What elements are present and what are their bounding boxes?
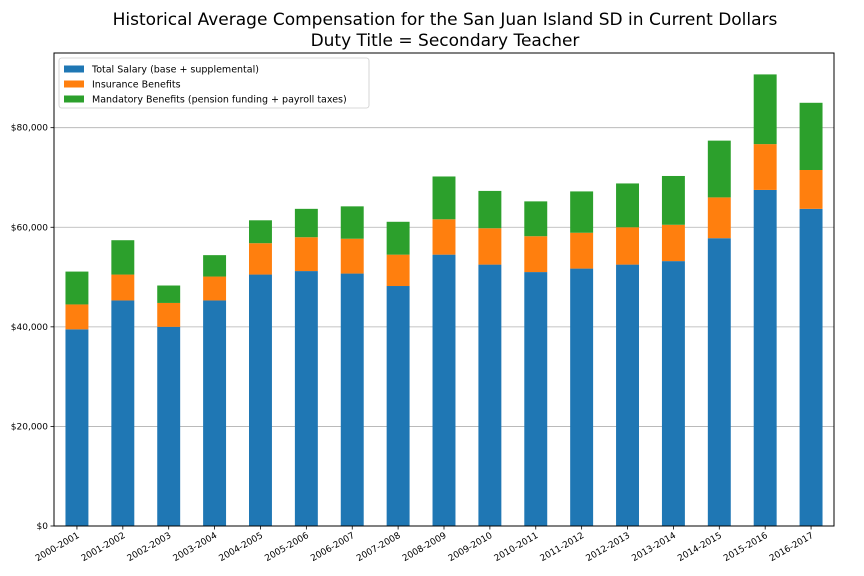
bar-segment xyxy=(753,74,777,145)
x-tick-label: 2009-2010 xyxy=(447,531,495,564)
bar-segment xyxy=(386,286,410,526)
legend-label: Mandatory Benefits (pension funding + pa… xyxy=(92,95,347,106)
bar-segment xyxy=(65,271,89,305)
bar-segment xyxy=(65,329,89,526)
bar-segment xyxy=(157,326,181,526)
bar-segment xyxy=(570,232,594,269)
x-tick-label: 2001-2002 xyxy=(80,531,127,564)
legend-swatch xyxy=(64,95,84,103)
bar-segment xyxy=(432,254,456,526)
legend-box xyxy=(58,57,370,109)
x-tick-label: 2016-2017 xyxy=(768,531,815,564)
x-tick-label: 2000-2001 xyxy=(34,531,81,564)
legend-label: Total Salary (base + supplemental) xyxy=(91,65,259,76)
bar-segment xyxy=(111,300,135,526)
bar-segment xyxy=(661,261,685,526)
bar-segment xyxy=(524,201,548,237)
chart-title: Historical Average Compensation for the … xyxy=(113,10,778,30)
bar-segment xyxy=(386,221,410,255)
bar-segment xyxy=(616,227,639,265)
bar-segment xyxy=(294,208,318,238)
bar-segment xyxy=(570,191,594,233)
y-axis: $0 $20,000 $40,000 $60,000 $80,000 xyxy=(11,124,54,532)
x-tick-label: 2004-2005 xyxy=(217,531,264,564)
x-tick-label: 2007-2008 xyxy=(355,531,403,564)
x-tick-label: 2012-2013 xyxy=(585,531,632,564)
legend: Total Salary (base + supplemental) Insura… xyxy=(58,57,370,109)
x-tick-label: 2003-2004 xyxy=(172,531,220,564)
y-tick-label: $60,000 xyxy=(11,223,48,233)
x-tick-label: 2014-2015 xyxy=(676,531,723,564)
legend-swatch xyxy=(64,65,84,73)
x-tick-label: 2013-2014 xyxy=(630,531,678,564)
bar-segment xyxy=(386,254,410,287)
bar-segment xyxy=(340,273,364,526)
bar-segment xyxy=(478,228,502,265)
x-tick-label: 2011-2012 xyxy=(539,531,586,564)
y-tick-label: $0 xyxy=(37,522,49,532)
x-tick-label: 2015-2016 xyxy=(722,531,770,564)
bar-segment xyxy=(203,255,227,277)
bar-segment xyxy=(478,190,502,229)
bar-segment xyxy=(111,240,135,275)
x-tick-label: 2010-2011 xyxy=(493,531,540,564)
bar-segment xyxy=(753,144,777,190)
bar-segment xyxy=(249,220,272,244)
bar-segment xyxy=(65,304,89,330)
legend-label: Insurance Benefits xyxy=(92,80,181,91)
legend-swatch xyxy=(64,80,84,88)
bar-segment xyxy=(707,238,731,526)
y-tick-label: $20,000 xyxy=(11,422,48,432)
bar-segment xyxy=(157,302,181,327)
bar-segment xyxy=(249,274,272,526)
bar-segment xyxy=(753,189,777,526)
bar-segment xyxy=(524,272,548,526)
x-axis: 2000-20012001-20022002-20032003-20042004… xyxy=(34,526,816,564)
bar-segment xyxy=(661,224,685,262)
bar-segment xyxy=(570,268,594,526)
bar-segment xyxy=(799,170,823,209)
bar-segment xyxy=(249,243,272,275)
y-tick-label: $80,000 xyxy=(11,124,48,134)
bar-segment xyxy=(340,238,364,274)
bar-segment xyxy=(432,176,456,220)
bar-segment xyxy=(661,175,685,225)
x-tick-label: 2006-2007 xyxy=(309,531,356,564)
bar-segment xyxy=(799,208,823,526)
chart-subtitle: Duty Title = Secondary Teacher xyxy=(311,31,580,51)
bar-segment xyxy=(203,276,227,301)
bar-segment xyxy=(294,271,318,526)
bars xyxy=(65,74,823,526)
x-tick-label: 2002-2003 xyxy=(126,531,173,564)
bar-segment xyxy=(157,285,181,303)
bar-segment xyxy=(707,197,731,239)
x-tick-label: 2005-2006 xyxy=(263,531,311,564)
bar-segment xyxy=(616,264,639,526)
bar-segment xyxy=(432,219,456,255)
bar-segment xyxy=(478,264,502,526)
bar-segment xyxy=(616,183,639,228)
bar-segment xyxy=(203,300,227,526)
y-tick-label: $40,000 xyxy=(11,323,48,333)
bar-segment xyxy=(799,102,823,171)
bar-segment xyxy=(524,236,548,273)
bar-segment xyxy=(340,206,364,239)
bar-segment xyxy=(111,274,135,301)
bar-segment xyxy=(294,237,318,272)
x-tick-label: 2008-2009 xyxy=(401,531,449,564)
bar-segment xyxy=(707,140,731,198)
